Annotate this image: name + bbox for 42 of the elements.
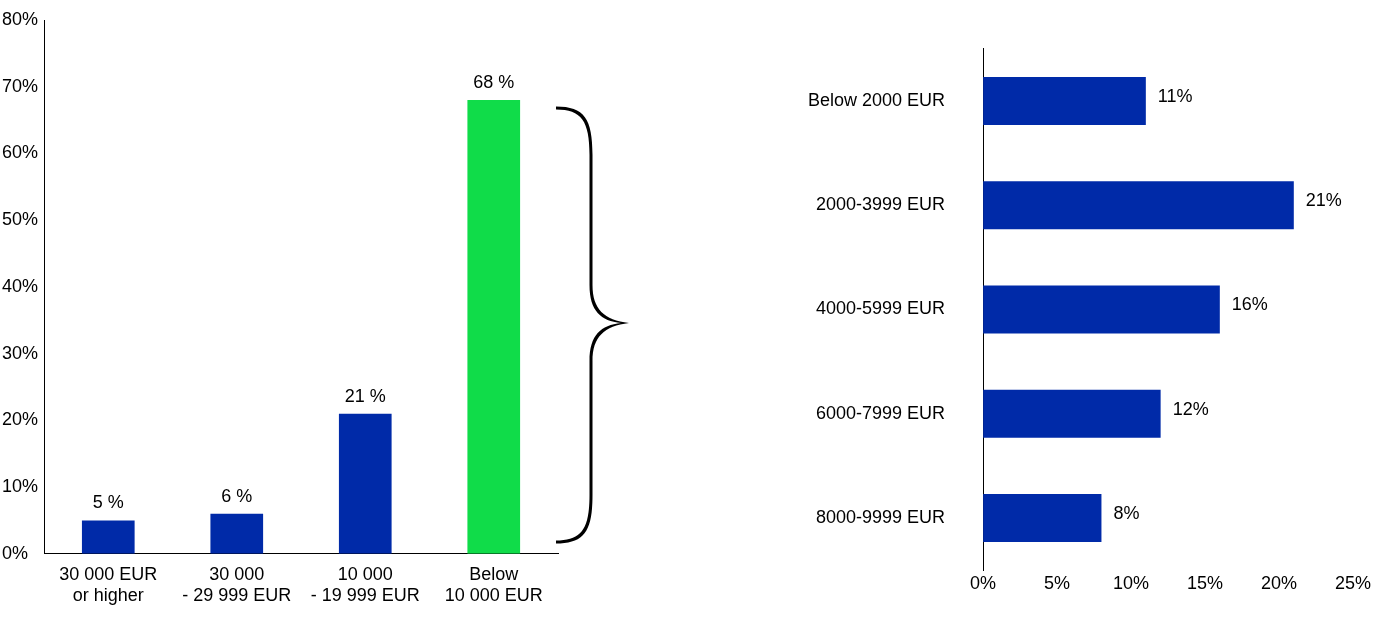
x-tick-label: 10 000 - 19 999 EUR [310, 563, 420, 606]
y-tick-label: 4000-5999 EUR [815, 298, 946, 319]
bar [983, 181, 1294, 230]
y-tick-label: 80% [2, 8, 39, 29]
y-tick-label: 30% [2, 342, 39, 363]
y-tick-label: 60% [2, 142, 39, 163]
y-tick-label: 8000-9999 EUR [815, 507, 946, 528]
y-tick-label: 2000-3999 EUR [815, 194, 946, 215]
bar [983, 76, 1146, 125]
x-tick-label: 10% [1113, 572, 1150, 593]
data-label: 68 % [473, 72, 515, 93]
x-tick-label: 20% [1260, 572, 1298, 593]
y-tick-label: 6000-7999 EUR [815, 402, 946, 423]
y-tick-label: 10% [2, 476, 39, 497]
bar [983, 285, 1220, 334]
x-tick-label: Below 10 000 EUR [444, 563, 543, 606]
y-tick-label: 20% [2, 409, 39, 430]
y-tick-label: Below 2000 EUR [808, 89, 946, 110]
bar [983, 389, 1161, 438]
data-label: 21% [1305, 190, 1342, 211]
x-tick-label: 5% [1044, 572, 1071, 593]
data-label: 5 % [92, 492, 124, 513]
y-tick-label: 40% [2, 275, 39, 296]
data-label: 8% [1113, 503, 1140, 524]
y-tick-label: 50% [2, 209, 39, 230]
y-tick-label: 0% [2, 542, 29, 563]
y-tick-label: 70% [2, 75, 39, 96]
bar [210, 513, 264, 554]
data-label: 21 % [344, 385, 386, 406]
x-tick-label: 30 000 EUR or higher [59, 563, 158, 606]
bar [467, 100, 521, 554]
bar [338, 413, 392, 554]
bar [81, 520, 135, 554]
data-label: 12% [1172, 398, 1209, 419]
data-label: 6 % [221, 485, 253, 506]
x-tick-label: 30 000 - 29 999 EUR [182, 563, 292, 606]
data-label: 16% [1231, 294, 1268, 315]
x-tick-label: 0% [970, 572, 997, 593]
data-label: 11% [1157, 85, 1193, 106]
x-tick-label: 25% [1334, 572, 1371, 593]
bar [983, 494, 1102, 543]
x-tick-label: 15% [1187, 572, 1224, 593]
